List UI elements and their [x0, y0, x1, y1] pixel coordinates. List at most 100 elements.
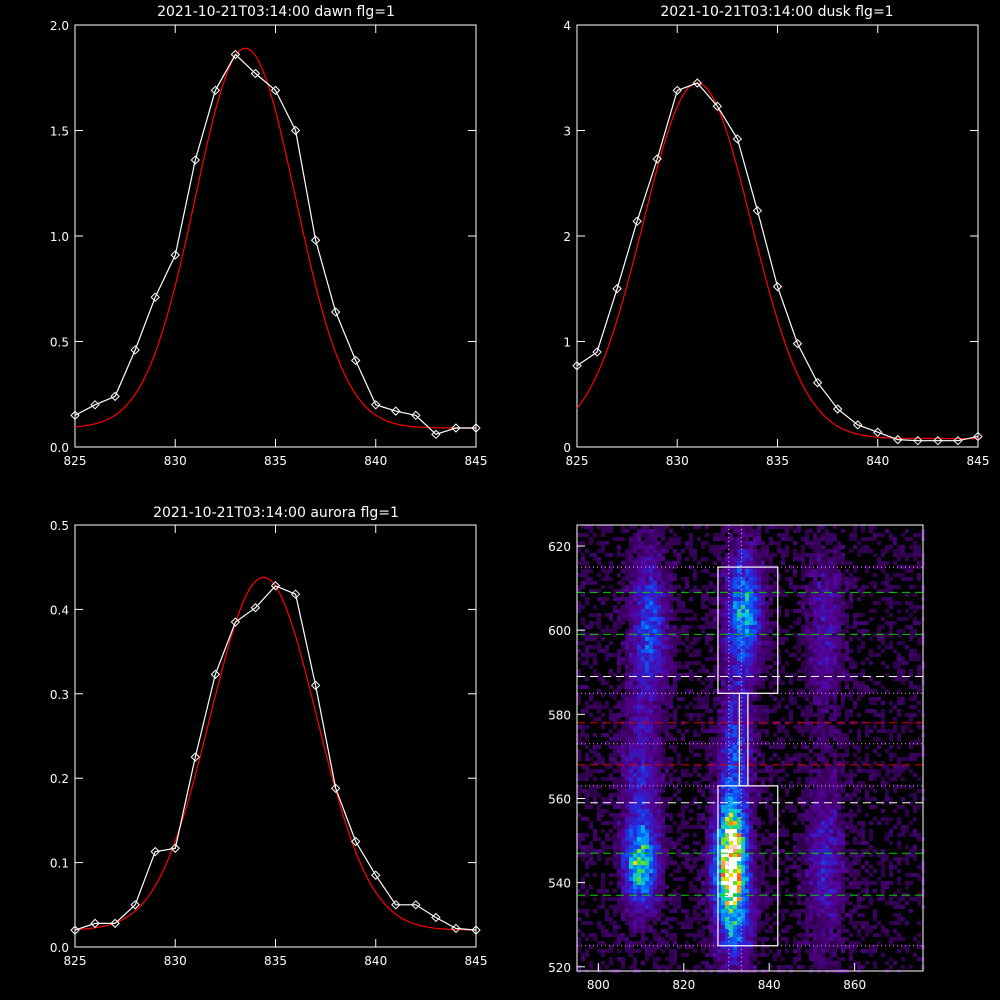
image-pixel — [665, 677, 669, 681]
image-pixel — [609, 917, 613, 921]
image-pixel — [753, 873, 757, 877]
image-pixel — [725, 629, 729, 633]
image-pixel — [629, 621, 633, 625]
image-pixel — [609, 553, 613, 557]
image-pixel — [633, 677, 637, 681]
image-pixel — [729, 709, 733, 713]
image-pixel — [641, 529, 645, 533]
image-pixel — [693, 613, 697, 617]
image-pixel — [753, 917, 757, 921]
image-pixel — [665, 933, 669, 937]
image-pixel — [721, 601, 725, 605]
image-pixel — [809, 773, 813, 777]
image-pixel — [773, 957, 777, 961]
image-pixel — [817, 685, 821, 689]
image-pixel — [817, 649, 821, 653]
image-pixel — [585, 753, 589, 757]
image-pixel — [661, 737, 665, 741]
image-pixel — [713, 853, 717, 857]
image-pixel — [821, 749, 825, 753]
image-pixel — [613, 693, 617, 697]
image-pixel — [801, 653, 805, 657]
image-pixel — [813, 861, 817, 865]
image-pixel — [789, 625, 793, 629]
aurora-axes-frame — [74, 524, 477, 948]
image-pixel — [713, 921, 717, 925]
image-pixel — [741, 861, 745, 865]
image-pixel — [729, 801, 733, 805]
image-pixel — [665, 837, 669, 841]
image-pixel — [713, 749, 717, 753]
image-pixel — [677, 865, 681, 869]
image-pixel — [709, 849, 713, 853]
image-pixel — [725, 913, 729, 917]
image-pixel — [813, 605, 817, 609]
image-pixel — [577, 725, 581, 729]
image-pixel — [705, 865, 709, 869]
image-pixel — [737, 865, 741, 869]
image-pixel — [709, 885, 713, 889]
image-pixel — [757, 857, 761, 861]
image-pixel — [653, 573, 657, 577]
image-pixel — [581, 709, 585, 713]
image-pixel — [821, 601, 825, 605]
image-pixel — [809, 897, 813, 901]
image-pixel — [673, 937, 677, 941]
dusk-data-point — [732, 134, 743, 144]
image-pixel — [637, 625, 641, 629]
image-pixel — [645, 857, 649, 861]
image-pixel — [697, 525, 701, 529]
image-pixel — [817, 561, 821, 565]
image-pixel — [613, 849, 617, 853]
image-pixel — [713, 669, 717, 673]
image-pixel — [745, 913, 749, 917]
image-pixel — [729, 861, 733, 865]
image-pixel — [633, 673, 637, 677]
image-pixel — [749, 849, 753, 853]
image-pixel — [589, 849, 593, 853]
image-pixel — [661, 761, 665, 765]
dawn-data-point — [150, 292, 160, 302]
dusk-axes-frame — [576, 24, 979, 448]
image-pixel — [597, 857, 601, 861]
image-pixel — [717, 889, 721, 893]
dusk-data-point — [812, 377, 823, 388]
image-pixel — [813, 713, 817, 717]
image-pixel — [661, 833, 665, 837]
image-pixel — [725, 769, 729, 773]
image-pixel — [629, 569, 633, 573]
image-pixel — [673, 533, 677, 537]
image-pixel — [653, 661, 657, 665]
image-pixel — [641, 689, 645, 693]
image-pixel — [761, 621, 765, 625]
image-pixel — [633, 861, 637, 865]
image-pixel — [701, 665, 705, 669]
image-pixel — [725, 845, 729, 849]
image-pixel — [753, 741, 757, 745]
image-pixel — [633, 965, 637, 969]
image-pixel — [729, 833, 733, 837]
image-pixel — [821, 653, 825, 657]
image-pixel — [677, 665, 681, 669]
image-pixel — [785, 649, 789, 653]
image-pixel — [821, 553, 825, 557]
image-pixel — [817, 641, 821, 645]
image-pixel — [813, 953, 817, 957]
image-pixel — [585, 661, 589, 665]
image-pixel — [681, 625, 685, 629]
image-pixel — [761, 945, 765, 949]
image-pixel — [585, 913, 589, 917]
image-pixel — [721, 885, 725, 889]
image-pixel — [589, 581, 593, 585]
image-pixel — [777, 921, 781, 925]
image-pixel — [657, 645, 661, 649]
image-pixel — [753, 745, 757, 749]
image-pixel — [577, 589, 581, 593]
image-pixel — [669, 725, 673, 729]
image-pixel — [749, 889, 753, 893]
image-pixel — [713, 953, 717, 957]
image-pixel — [745, 657, 749, 661]
image-pixel — [645, 861, 649, 865]
image-pixel — [713, 909, 717, 913]
image-pixel — [701, 945, 705, 949]
